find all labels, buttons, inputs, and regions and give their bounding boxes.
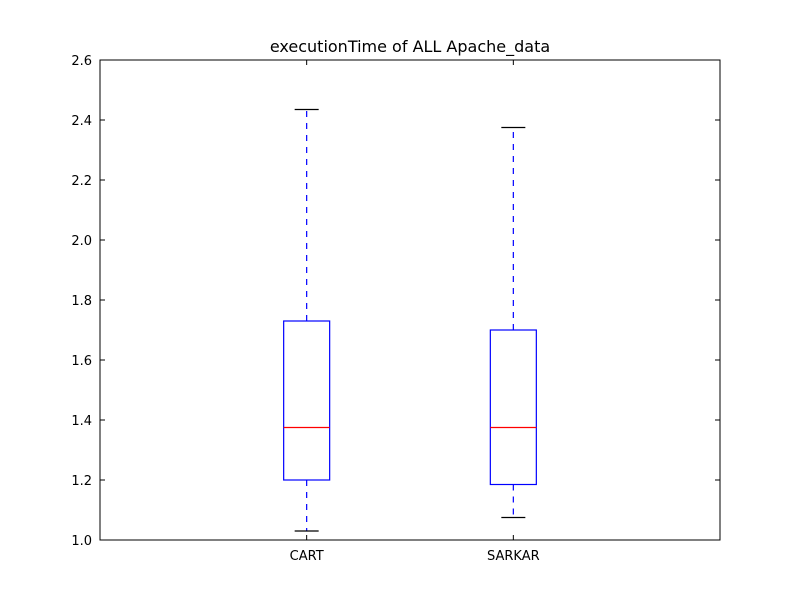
x-tick-label: SARKAR — [487, 549, 540, 564]
y-tick-label: 2.2 — [71, 174, 92, 189]
y-tick-label: 2.4 — [71, 114, 92, 129]
chart-title: executionTime of ALL Apache_data — [270, 37, 550, 57]
axes-frame — [99, 59, 721, 541]
box-iqr — [489, 329, 537, 486]
y-tick-label: 1.4 — [71, 414, 92, 429]
y-tick-label: 1.0 — [71, 534, 92, 549]
plot-area: 1.0 1.2 1.4 1.6 1.8 2.0 2.2 2.4 2.6 CART SARKAR — [71, 54, 720, 564]
box-iqr — [283, 320, 331, 481]
y-tick-label: 1.6 — [71, 354, 92, 369]
x-tick-label: CART — [290, 549, 324, 564]
y-tick-label: 1.8 — [71, 294, 92, 309]
y-tick-label: 2.6 — [71, 54, 92, 69]
y-tick-label: 2.0 — [71, 234, 92, 249]
y-tick-label: 1.2 — [71, 474, 92, 489]
